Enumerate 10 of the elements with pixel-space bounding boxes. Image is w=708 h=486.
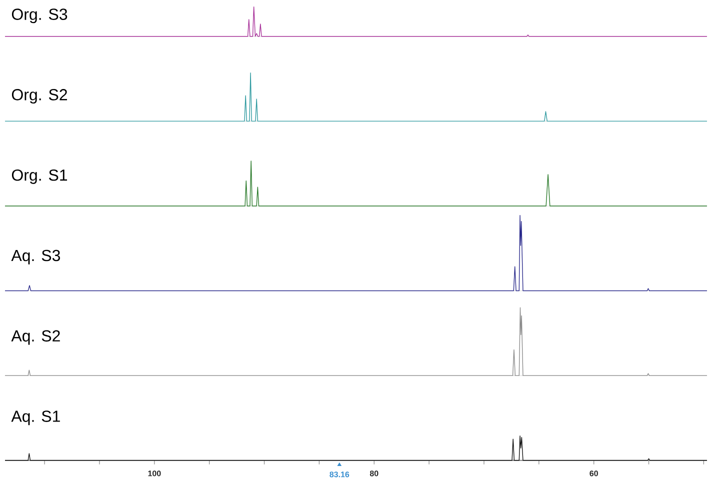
x-tick-label: 100 [148, 470, 161, 476]
series-label: Aq. S3 [11, 250, 60, 264]
x-tick-label: 60 [590, 470, 598, 476]
series-label: Org. S3 [12, 8, 68, 24]
x-tick-label: 80 [370, 470, 378, 476]
text: Aq. S1 [11, 410, 60, 426]
series-label: Aq. S2 [11, 330, 60, 345]
series-label: Org. S2 [12, 89, 68, 104]
series-label: Org. S1 [12, 169, 68, 184]
x-tick-label: 83.16 [330, 472, 350, 478]
